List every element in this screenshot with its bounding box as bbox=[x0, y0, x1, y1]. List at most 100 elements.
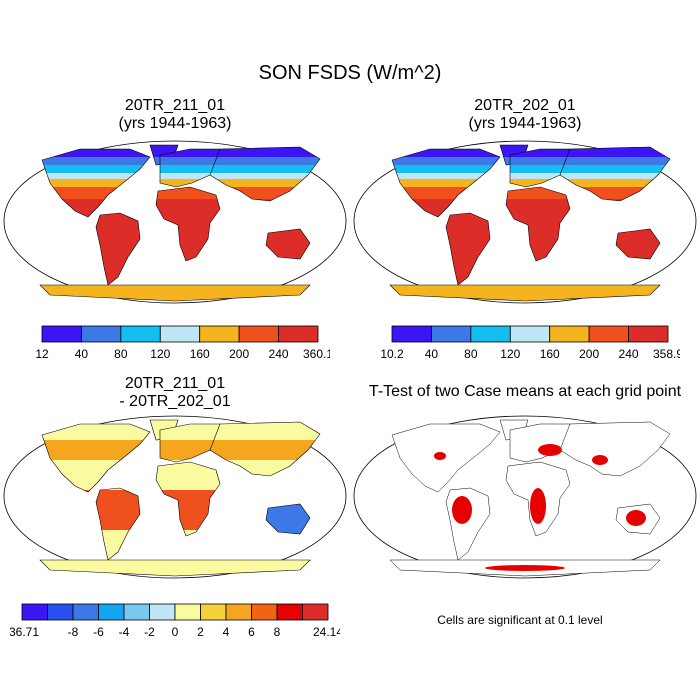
colorbar-swatch bbox=[149, 603, 176, 621]
map-band bbox=[42, 149, 150, 157]
panel-b-title: 20TR_202_01 (yrs 1944-1963) bbox=[375, 97, 675, 133]
colorbar-label: -8 bbox=[68, 625, 79, 639]
panel-c-title: 20TR_211_01 - 20TR_202_01 bbox=[25, 375, 325, 411]
map-band bbox=[210, 165, 320, 173]
colorbar-swatch bbox=[225, 603, 252, 621]
colorbar-swatch bbox=[41, 325, 82, 343]
colorbar-label: 8 bbox=[274, 625, 281, 639]
colorbar-label: -2 bbox=[144, 625, 155, 639]
significant-cells bbox=[538, 444, 562, 456]
map-band bbox=[160, 157, 225, 165]
colorbar-label: 160 bbox=[190, 347, 210, 361]
map-region bbox=[389, 284, 661, 302]
colorbar-swatch bbox=[278, 325, 319, 343]
colorbar-swatch bbox=[431, 325, 472, 343]
map-band bbox=[160, 165, 225, 173]
significant-cells bbox=[592, 455, 608, 465]
map-band bbox=[510, 165, 575, 173]
colorbar-label: -4 bbox=[119, 625, 130, 639]
colorbar-swatch bbox=[72, 603, 99, 621]
colorbar-label: 10.2 bbox=[380, 347, 404, 361]
colorbar-label: -6 bbox=[93, 625, 104, 639]
colorbar-label: 12 bbox=[35, 347, 49, 361]
colorbar-swatch bbox=[200, 603, 227, 621]
map-band bbox=[160, 173, 225, 179]
significance-note: Cells are significant at 0.1 level bbox=[437, 613, 603, 627]
map-band bbox=[560, 179, 670, 187]
colorbar-label: 0 bbox=[172, 625, 179, 639]
colorbar-label: 120 bbox=[150, 347, 170, 361]
map-band bbox=[210, 440, 320, 460]
map-band bbox=[210, 147, 320, 157]
colorbar-swatch bbox=[174, 603, 201, 621]
significant-cells bbox=[452, 496, 472, 524]
significant-cells bbox=[485, 565, 565, 571]
map-band bbox=[210, 157, 320, 165]
map-band bbox=[392, 149, 500, 157]
colorbar-swatch bbox=[120, 325, 161, 343]
colorbar-swatch bbox=[588, 325, 629, 343]
colorbar-label: -36.71 bbox=[10, 625, 39, 639]
map-band bbox=[392, 165, 500, 173]
map-band bbox=[96, 490, 140, 530]
colorbar-swatch bbox=[199, 325, 240, 343]
map-band bbox=[160, 424, 225, 440]
colorbar-label: 360.1 bbox=[303, 347, 330, 361]
colorbar-swatch bbox=[509, 325, 551, 343]
map-panel-d bbox=[353, 415, 697, 579]
map-region bbox=[391, 423, 501, 493]
colorbar-label: 24.14 bbox=[313, 625, 340, 639]
colorbar-label: 80 bbox=[114, 347, 128, 361]
map-region bbox=[559, 421, 671, 477]
map-region bbox=[39, 284, 311, 302]
colorbar-swatch bbox=[276, 603, 303, 621]
significant-cells bbox=[434, 452, 446, 460]
colorbar-label: 4 bbox=[223, 625, 230, 639]
map-band bbox=[42, 165, 150, 173]
panel-a-title-line2: (yrs 1944-1963) bbox=[118, 115, 232, 132]
colorbar-swatch bbox=[98, 603, 125, 621]
colorbar-label: 40 bbox=[425, 347, 439, 361]
colorbar-c: -36.71 -8 -6 -4 -2 0 2 4 6 8 24.14 bbox=[10, 603, 340, 639]
map-band bbox=[560, 147, 670, 157]
map-band bbox=[42, 157, 150, 165]
map-band bbox=[210, 199, 320, 201]
map-band bbox=[392, 173, 500, 179]
panel-c-title-line1: 20TR_211_01 bbox=[124, 375, 226, 392]
map-band bbox=[42, 173, 150, 179]
colorbar-swatch bbox=[628, 325, 669, 343]
map-panel-c bbox=[3, 415, 347, 579]
map-band bbox=[210, 422, 320, 440]
colorbar-swatch bbox=[21, 603, 48, 621]
panel-b-title-line1: 20TR_202_01 bbox=[474, 97, 576, 114]
map-band bbox=[510, 173, 575, 179]
map-panel-b bbox=[353, 140, 697, 304]
panel-b-title-line2: (yrs 1944-1963) bbox=[468, 115, 582, 132]
map-band bbox=[510, 157, 575, 165]
significant-cells bbox=[530, 488, 546, 524]
colorbar-swatch bbox=[47, 603, 74, 621]
colorbar-label: 240 bbox=[619, 347, 639, 361]
map-band bbox=[96, 488, 140, 490]
map-band bbox=[560, 173, 670, 179]
map-band bbox=[42, 179, 150, 187]
colorbar-label: 240 bbox=[269, 347, 289, 361]
colorbar-swatch bbox=[470, 325, 511, 343]
map-band bbox=[156, 530, 220, 536]
map-band bbox=[392, 157, 500, 165]
map-band bbox=[210, 173, 320, 179]
map-band bbox=[42, 440, 150, 460]
colorbar-label: 200 bbox=[229, 347, 249, 361]
colorbar-swatch bbox=[251, 603, 278, 621]
colorbar-label: 40 bbox=[75, 347, 89, 361]
panel-a-title: 20TR_211_01 (yrs 1944-1963) bbox=[25, 97, 325, 133]
colorbar-label: 80 bbox=[464, 347, 478, 361]
colorbar-swatch bbox=[391, 325, 432, 343]
colorbar-b: 10.2 40 80 120 160 200 240 358.9 bbox=[380, 325, 680, 361]
panel-c-title-line2: - 20TR_202_01 bbox=[119, 393, 231, 410]
map-panel-a bbox=[3, 140, 347, 304]
colorbar-swatch bbox=[238, 325, 279, 343]
colorbar-label: 160 bbox=[540, 347, 560, 361]
colorbar-label: 2 bbox=[197, 625, 204, 639]
figure-title: SON FSDS (W/m^2) bbox=[258, 62, 442, 84]
